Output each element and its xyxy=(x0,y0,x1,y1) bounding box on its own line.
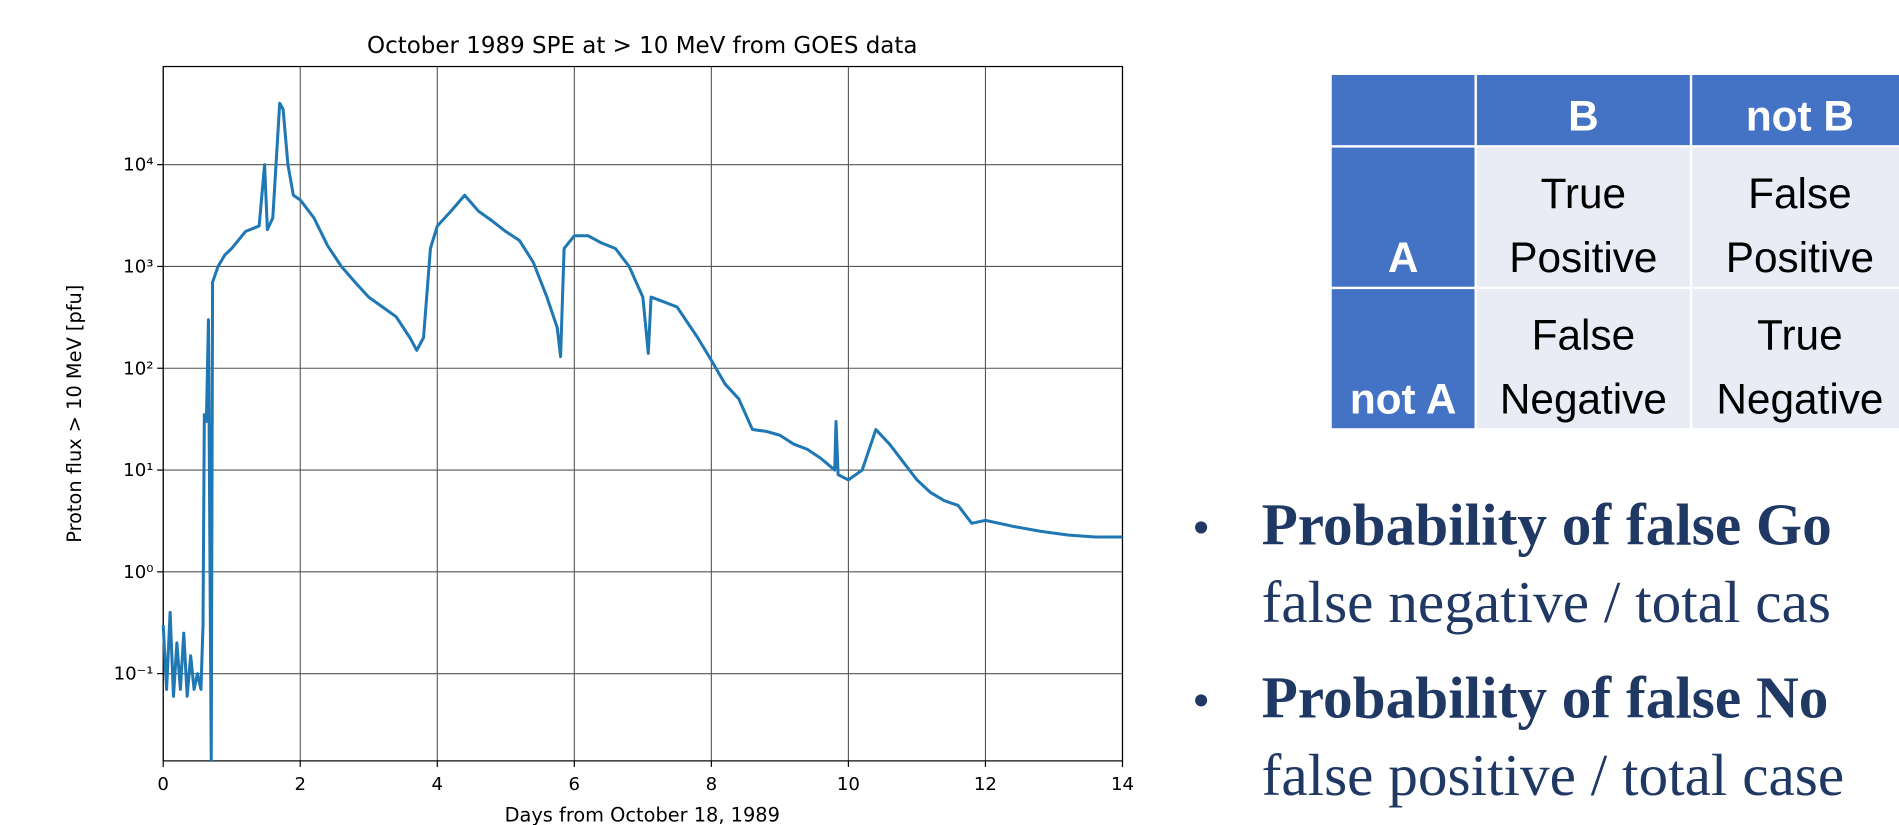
bullet-text: false negative / total cas xyxy=(1262,569,1831,635)
bullet-text: false positive / total case xyxy=(1262,742,1845,808)
y-tick-label: 10² xyxy=(123,358,153,379)
bullets: Probability of false Go false negative / … xyxy=(1195,491,1845,808)
cell-text: Negative xyxy=(1716,376,1883,423)
y-tick-label: 10⁰ xyxy=(123,562,153,583)
x-tick-label: 10 xyxy=(837,774,860,795)
y-tick-label: 10¹ xyxy=(123,460,153,481)
x-tick-label: 8 xyxy=(706,774,718,795)
x-tick-label: 14 xyxy=(1111,774,1134,795)
x-axis-label: Days from October 18, 1989 xyxy=(505,803,780,825)
table-header: B xyxy=(1568,93,1599,140)
cell-text: Negative xyxy=(1500,376,1667,423)
table-cell xyxy=(1692,147,1899,287)
y-tick-label: 10³ xyxy=(123,256,153,277)
chart-title: October 1989 SPE at > 10 MeV from GOES d… xyxy=(367,33,917,59)
table-header-cell xyxy=(1476,75,1690,146)
table-header: not B xyxy=(1746,93,1854,140)
cell-text: False xyxy=(1748,170,1852,217)
y-tick-label: 10⁻¹ xyxy=(114,664,154,685)
y-tick-label: 10⁴ xyxy=(123,155,153,176)
bullet-dot xyxy=(1195,694,1208,707)
x-tick-label: 2 xyxy=(294,774,306,795)
cell-text: True xyxy=(1541,170,1626,217)
x-tick-label: 4 xyxy=(432,774,444,795)
bullet-heading: Probability of false Go xyxy=(1262,491,1832,557)
cell-text: Positive xyxy=(1726,234,1874,281)
table-cell xyxy=(1476,289,1690,429)
table-cell xyxy=(1476,147,1690,287)
bullet-heading: Probability of false No xyxy=(1262,664,1829,730)
y-axis-label: Proton flux > 10 MeV [pfu] xyxy=(63,285,86,543)
table-cell xyxy=(1331,75,1475,146)
x-tick-label: 12 xyxy=(974,774,997,795)
table-cell xyxy=(1692,289,1899,429)
row-header-cell xyxy=(1331,147,1475,287)
row-header: not A xyxy=(1350,376,1457,423)
data-line xyxy=(161,101,1123,763)
cell-text: True xyxy=(1757,312,1842,359)
plot-frame xyxy=(162,65,1124,762)
row-header: A xyxy=(1388,234,1419,281)
x-tick-label: 6 xyxy=(569,774,581,795)
x-tick-label: 0 xyxy=(157,774,169,795)
row-header-cell xyxy=(1331,289,1475,429)
table-header-cell xyxy=(1692,75,1899,146)
bullet-dot xyxy=(1195,521,1208,534)
cell-text: Positive xyxy=(1509,234,1657,281)
cell-text: False xyxy=(1532,312,1636,359)
